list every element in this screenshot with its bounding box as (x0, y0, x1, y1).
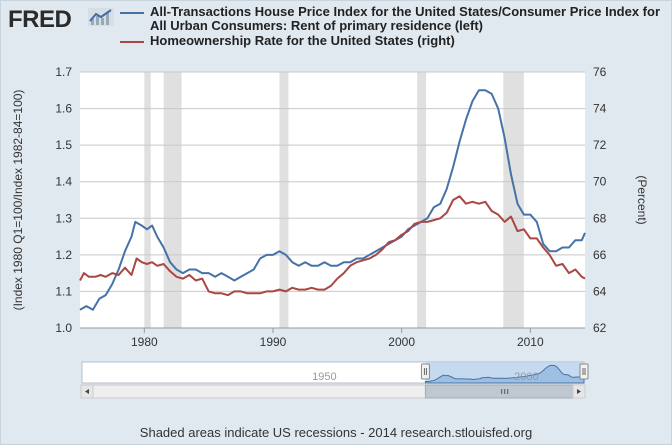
legend-swatch-red (120, 41, 144, 43)
arrow-right-icon (577, 389, 581, 394)
navigator-label: 2000 (514, 371, 538, 383)
left-tick-label: 1.2 (55, 248, 72, 262)
right-tick-label: 76 (593, 65, 607, 79)
left-axis-title: (Index 1980 Q1=100/Index 1982-84=100) (11, 90, 25, 311)
legend-item-house-price[interactable]: All-Transactions House Price Index for t… (120, 5, 665, 33)
x-tick-label: 2010 (517, 335, 544, 349)
x-tick-label: 1990 (260, 335, 287, 349)
recession-note: Shaded areas indicate US recessions - 20… (139, 425, 533, 440)
series-line-homeownership[interactable] (79, 195, 586, 297)
right-tick-label: 64 (593, 284, 607, 298)
left-tick-label: 1.5 (55, 138, 72, 152)
left-tick-label: 1.7 (55, 65, 72, 79)
legend-label: All-Transactions House Price Index for t… (150, 4, 661, 33)
recession-band (279, 72, 289, 328)
legend-swatch-blue (120, 12, 144, 14)
right-axis-title: (Percent) (635, 175, 649, 224)
legend-item-homeownership[interactable]: Homeownership Rate for the United States… (120, 34, 665, 48)
right-tick-label: 72 (593, 138, 607, 152)
recession-band (163, 72, 182, 328)
right-tick-label: 66 (593, 248, 607, 262)
right-tick-label: 70 (593, 175, 607, 189)
x-tick-label: 1980 (131, 335, 158, 349)
fred-logo[interactable]: FRED (8, 6, 72, 33)
legend-label: Homeownership Rate for the United States… (150, 33, 455, 48)
right-tick-label: 74 (593, 102, 607, 116)
arrow-left-icon (85, 389, 89, 394)
right-tick-label: 68 (593, 211, 607, 225)
navigator-label: 1950 (312, 371, 336, 383)
left-tick-label: 1.4 (55, 175, 72, 189)
chart-legend: All-Transactions House Price Index for t… (120, 5, 665, 48)
right-tick-label: 62 (593, 321, 607, 335)
recession-band (144, 72, 151, 328)
series-line-house-price[interactable] (79, 89, 586, 311)
left-tick-label: 1.1 (55, 284, 72, 298)
fred-chart-logo-icon (88, 8, 114, 26)
left-tick-label: 1.0 (55, 321, 72, 335)
left-tick-label: 1.3 (55, 211, 72, 225)
navigator-left-handle[interactable] (420, 363, 430, 380)
recession-band (503, 72, 524, 328)
navigator-series (424, 364, 585, 384)
recession-band (417, 72, 427, 328)
x-tick-label: 2000 (388, 335, 415, 349)
left-tick-label: 1.6 (55, 102, 72, 116)
navigator-right-handle[interactable] (579, 363, 589, 380)
